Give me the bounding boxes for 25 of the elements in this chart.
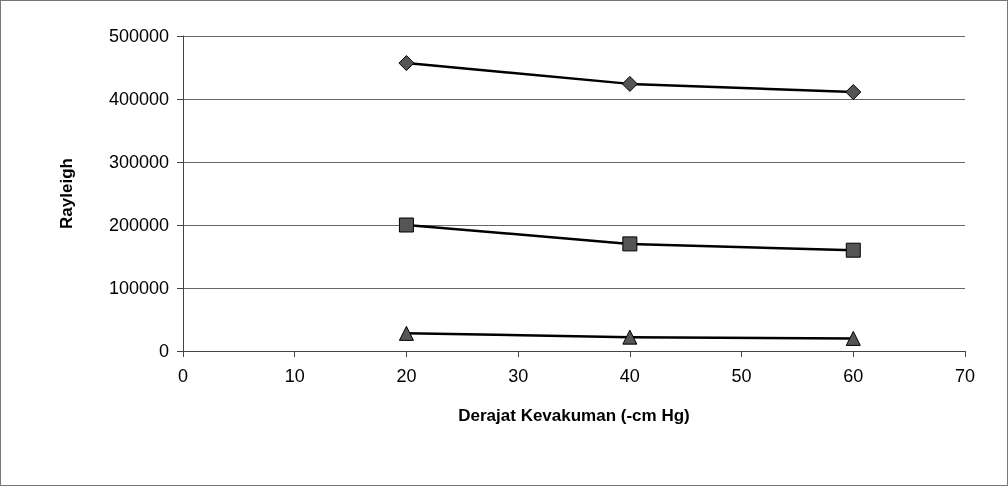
y-tick-label: 500000: [108, 26, 169, 46]
y-axis-title: Rayleigh: [57, 158, 76, 229]
x-tick-label: 60: [843, 366, 864, 386]
point: [845, 84, 862, 101]
y-tick-label: 100000: [108, 278, 169, 298]
point: [622, 329, 638, 345]
x-tick-label: 10: [284, 366, 305, 386]
x-tick-label: 20: [396, 366, 417, 386]
point: [398, 55, 415, 72]
x-tick-label: 70: [954, 366, 976, 386]
x-tick-label: 40: [619, 366, 640, 386]
point: [845, 242, 861, 258]
x-axis-title: Derajat Kevakuman (-cm Hg): [458, 406, 690, 425]
point: [398, 217, 414, 233]
point: [845, 330, 861, 346]
y-tick-label: 200000: [108, 215, 169, 235]
y-tick-label: 0: [158, 341, 169, 361]
y-tick-label: 400000: [108, 89, 169, 109]
point: [621, 75, 638, 92]
point: [622, 236, 638, 252]
point: [398, 325, 414, 341]
x-tick-label: 50: [731, 366, 752, 386]
x-tick-label: 0: [177, 366, 189, 386]
y-tick-label: 300000: [108, 152, 169, 172]
x-tick-label: 30: [508, 366, 529, 386]
